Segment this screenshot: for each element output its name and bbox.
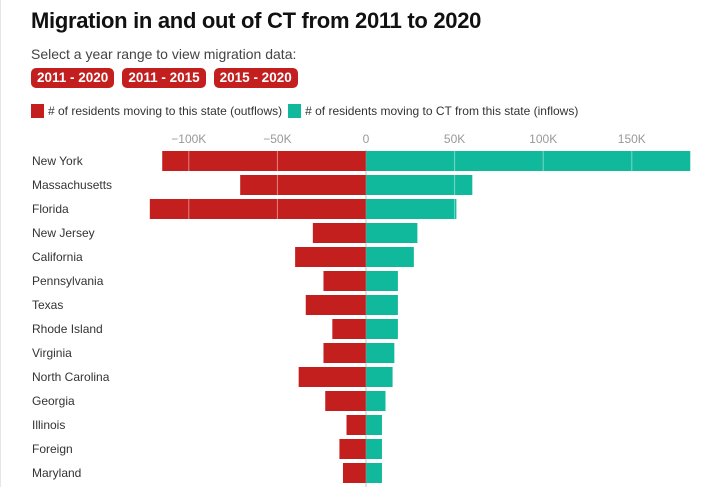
- range-button-2011-2015[interactable]: 2011 - 2015: [122, 68, 206, 88]
- bar-inflow[interactable]: [366, 367, 393, 387]
- category-label: Rhode Island: [32, 322, 103, 336]
- x-tick-label: 50K: [444, 132, 465, 146]
- bar-outflow[interactable]: [298, 367, 366, 387]
- bar-inflow[interactable]: [366, 415, 382, 435]
- category-label: Illinois: [32, 418, 65, 432]
- bar-outflow[interactable]: [342, 463, 366, 483]
- category-label: Florida: [32, 202, 69, 216]
- bar-outflow[interactable]: [339, 439, 366, 459]
- x-tick-label: −100K: [171, 132, 206, 146]
- range-button-2015-2020[interactable]: 2015 - 2020: [213, 68, 298, 88]
- category-label: Foreign: [32, 442, 73, 456]
- category-label: Texas: [32, 298, 63, 312]
- legend-item-inflows: # of residents moving to CT from this st…: [288, 104, 578, 118]
- chart-title: Migration in and out of CT from 2011 to …: [31, 8, 482, 33]
- x-tick-label: 0: [363, 132, 370, 146]
- bar-outflow[interactable]: [332, 319, 366, 339]
- bar-outflow[interactable]: [149, 199, 366, 219]
- bar-inflow[interactable]: [366, 439, 382, 459]
- category-label: North Carolina: [32, 370, 110, 384]
- legend-swatch-inflows: [288, 104, 302, 118]
- category-label: Georgia: [32, 394, 75, 408]
- legend-item-outflows: # of residents moving to this state (out…: [31, 104, 282, 118]
- bar-outflow[interactable]: [240, 175, 366, 195]
- category-label: New Jersey: [32, 226, 95, 240]
- bar-outflow[interactable]: [305, 295, 366, 315]
- bar-outflow[interactable]: [323, 271, 366, 291]
- bar-outflow[interactable]: [323, 343, 366, 363]
- bar-inflow[interactable]: [366, 271, 398, 291]
- x-tick-label: −50K: [263, 132, 291, 146]
- legend-label-inflows: # of residents moving to CT from this st…: [305, 104, 579, 118]
- bar-inflow[interactable]: [366, 343, 395, 363]
- legend-swatch-outflows: [31, 104, 44, 118]
- bar-outflow[interactable]: [295, 247, 366, 267]
- category-label: Virginia: [32, 346, 72, 360]
- bar-inflow[interactable]: [366, 175, 473, 195]
- category-label: California: [32, 250, 83, 264]
- bar-inflow[interactable]: [366, 295, 398, 315]
- bar-inflow[interactable]: [366, 199, 457, 219]
- bar-inflow[interactable]: [366, 151, 691, 171]
- x-tick-label: 150K: [618, 132, 646, 146]
- year-range-buttons: 2011 - 2020 2011 - 2015 2015 - 2020: [31, 68, 298, 88]
- category-label: New York: [32, 154, 84, 168]
- bar-outflow[interactable]: [312, 223, 366, 243]
- bar-inflow[interactable]: [366, 223, 418, 243]
- bar-inflow[interactable]: [366, 247, 414, 267]
- legend: # of residents moving to this state (out…: [31, 104, 584, 118]
- category-label: Pennsylvania: [32, 274, 104, 288]
- year-range-prompt: Select a year range to view migration da…: [31, 46, 297, 62]
- bar-outflow[interactable]: [346, 415, 366, 435]
- bar-outflow[interactable]: [325, 391, 366, 411]
- range-button-2011-2020[interactable]: 2011 - 2020: [31, 68, 115, 88]
- bar-inflow[interactable]: [366, 463, 382, 483]
- x-tick-label: 100K: [529, 132, 557, 146]
- bar-inflow[interactable]: [366, 391, 386, 411]
- legend-label-outflows: # of residents moving to this state (out…: [48, 104, 283, 118]
- bar-inflow[interactable]: [366, 319, 398, 339]
- bar-outflow[interactable]: [162, 151, 366, 171]
- page-border: [0, 0, 1, 487]
- category-label: Maryland: [32, 466, 81, 480]
- category-label: Massachusetts: [32, 178, 112, 192]
